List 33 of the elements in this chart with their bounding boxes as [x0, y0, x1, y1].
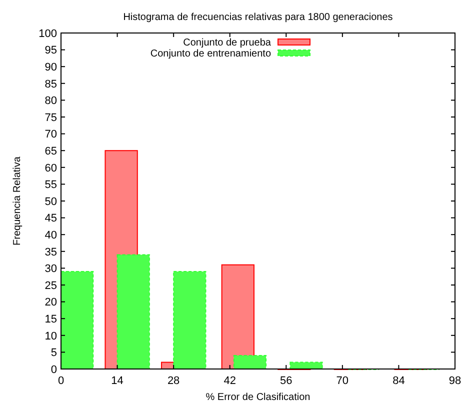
y-tick-label: 5: [50, 347, 57, 360]
y-tick-label: 30: [44, 263, 57, 276]
x-tick-label: 14: [111, 375, 124, 387]
legend-label: Conjunto de entrenamiento: [150, 48, 272, 60]
y-tick-label: 95: [44, 44, 57, 57]
y-tick-label: 20: [44, 296, 57, 309]
y-tick-label: 60: [44, 162, 57, 174]
x-tick-label: 42: [224, 375, 236, 387]
y-tick-label: 55: [44, 179, 57, 192]
x-tick-label: 70: [336, 375, 349, 387]
x-tick-label: 84: [392, 375, 405, 387]
y-tick-label: 75: [44, 112, 57, 124]
y-tick-label: 100: [38, 28, 57, 40]
y-tick-label: 85: [44, 78, 57, 90]
y-tick-label: 10: [44, 330, 57, 342]
x-tick-label: 28: [167, 375, 180, 387]
y-tick-label: 0: [50, 364, 57, 376]
y-tick-label: 50: [44, 196, 57, 208]
y-tick-label: 15: [44, 313, 57, 326]
x-tick-label: 56: [280, 375, 292, 387]
y-tick-label: 35: [44, 246, 57, 258]
y-axis-title: Frequencia Relativa: [12, 156, 23, 246]
y-tick-label: 40: [44, 229, 57, 242]
x-axis-title: % Error de Clasification: [206, 392, 310, 403]
chart-title: Histograma de frecuencias relativas para 1800 generaciones: [123, 12, 393, 23]
y-tick-label: 70: [44, 128, 57, 141]
y-tick-label: 80: [44, 95, 57, 108]
y-tick-label: 90: [44, 61, 57, 74]
x-tick-label: 98: [448, 375, 462, 387]
y-tick-label: 45: [44, 212, 57, 225]
y-tick-label: 65: [44, 145, 57, 158]
y-tick-label: 25: [44, 280, 57, 292]
legend-label: Conjunto de prueba: [183, 38, 272, 48]
